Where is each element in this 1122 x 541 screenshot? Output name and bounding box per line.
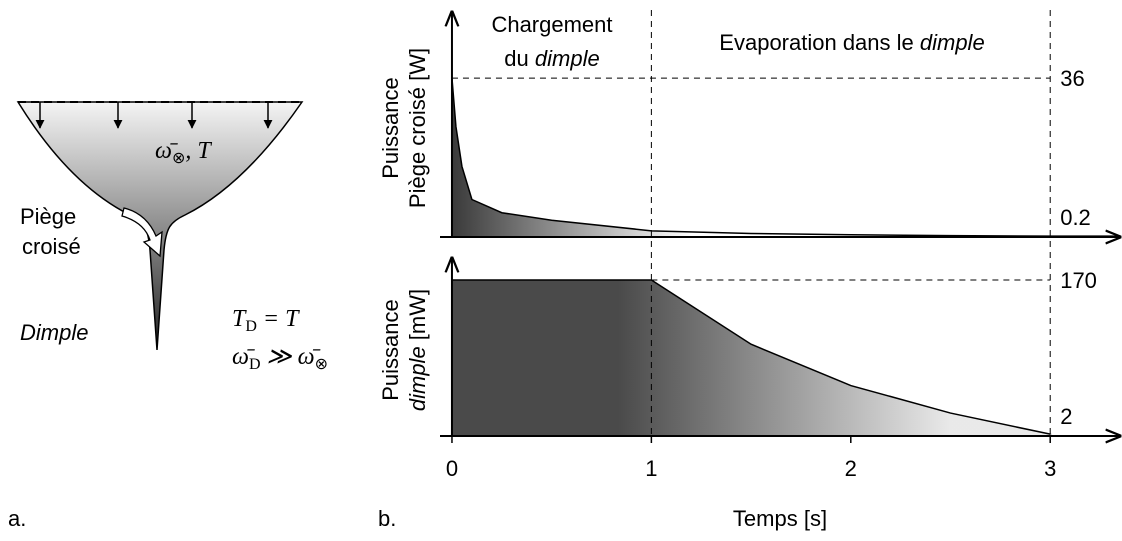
- x-axis-label: Temps [s]: [733, 506, 827, 531]
- panel-label: b.: [378, 506, 396, 531]
- phase-label: du dimple: [504, 46, 599, 71]
- y-axis-label: Puissance: [378, 299, 403, 401]
- trap-name: croisé: [22, 234, 81, 259]
- y-axis-label: Piège croisé [W]: [405, 48, 430, 208]
- trap-shape: [16, 101, 304, 351]
- equation: TD = T: [232, 306, 300, 335]
- phase-label: Chargement: [491, 12, 612, 37]
- panel-label: a.: [8, 506, 26, 531]
- equation: ω̄D ≫ ω̄⊗: [232, 344, 328, 373]
- y-axis-label: dimple [mW]: [405, 289, 430, 411]
- cooling-arrows: [35, 102, 273, 129]
- line: [451, 78, 1119, 237]
- y-tick-label: 170: [1060, 268, 1097, 293]
- dimple-name: Dimple: [20, 320, 88, 345]
- line: [451, 279, 1051, 435]
- x-tick-label: 3: [1044, 456, 1056, 481]
- y-tick-label: 0.2: [1060, 205, 1091, 230]
- transfer-arrow: [121, 207, 163, 258]
- phase-label: Evaporation dans le dimple: [719, 30, 984, 55]
- y-axis-label: Puissance: [378, 77, 403, 179]
- funnel-diagram: [16, 101, 304, 351]
- y-tick-label: 36: [1060, 66, 1084, 91]
- x-tick-label: 0: [446, 456, 458, 481]
- y-tick-label: 2: [1060, 404, 1072, 429]
- x-tick-label: 2: [845, 456, 857, 481]
- x-tick-label: 1: [645, 456, 657, 481]
- area: [451, 280, 1051, 436]
- area: [451, 78, 1119, 237]
- trap-name: Piège: [20, 204, 76, 229]
